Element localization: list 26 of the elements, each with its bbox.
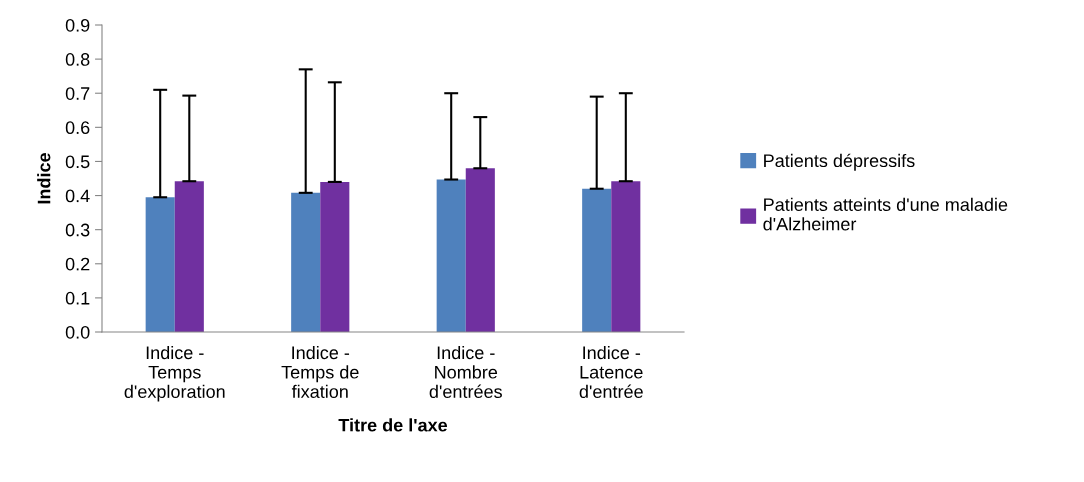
bar bbox=[436, 179, 466, 332]
x-tick-label: Indice - Temps d'exploration bbox=[124, 345, 225, 402]
x-tick-label: Indice - Latence d'entrée bbox=[579, 345, 643, 399]
bar bbox=[145, 197, 175, 332]
y-tick-label: 0.2 bbox=[65, 257, 90, 271]
bar bbox=[320, 181, 350, 332]
y-axis-title: Indice bbox=[37, 153, 51, 204]
bar bbox=[465, 168, 495, 332]
bar bbox=[174, 181, 204, 332]
y-tick-label: 0.4 bbox=[65, 189, 90, 203]
x-tick-label: Indice - Temps de fixation bbox=[281, 345, 359, 399]
y-tick-label: 0.3 bbox=[65, 223, 90, 237]
y-tick-label: 0.6 bbox=[65, 121, 90, 135]
y-tick-label: 0.9 bbox=[65, 18, 90, 32]
y-tick-label: 0.7 bbox=[65, 87, 90, 100]
bar bbox=[582, 188, 612, 332]
y-tick-label: 0.5 bbox=[65, 155, 90, 169]
bar bbox=[291, 192, 321, 332]
y-tick-label: 0.1 bbox=[65, 291, 90, 305]
legend-label: Patients dépressifs bbox=[764, 153, 915, 171]
x-axis-title: Titre de l'axe bbox=[338, 418, 448, 432]
bar bbox=[611, 181, 641, 332]
y-tick-label: 0.8 bbox=[65, 53, 90, 66]
x-tick-label: Indice - Nombre d'entrées bbox=[429, 345, 502, 399]
legend-label: Patients atteints d'une maladie d'Alzheimer bbox=[763, 197, 1008, 231]
y-tick-label: 0.0 bbox=[65, 325, 90, 339]
